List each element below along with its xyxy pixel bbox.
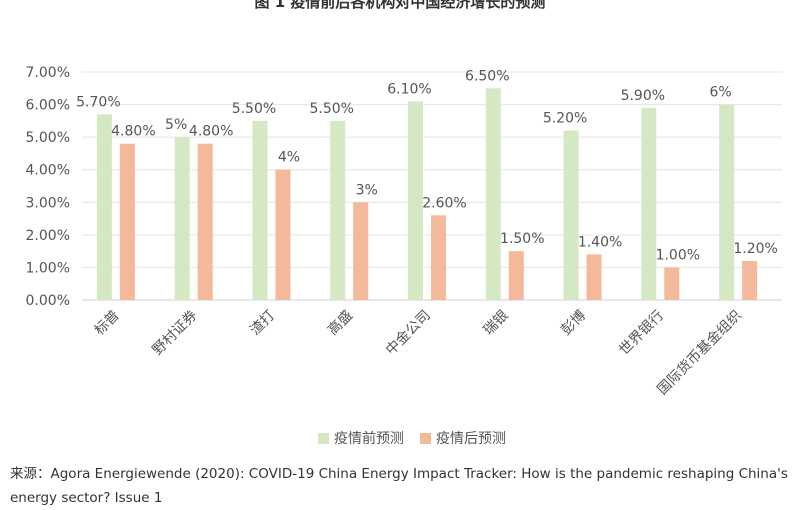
legend-label: 疫情后预测 xyxy=(436,431,506,447)
x-tick-label: 彭博 xyxy=(558,307,590,339)
data-label: 6.10% xyxy=(387,81,431,97)
bar-post-8 xyxy=(742,260,758,300)
bar-pre-5 xyxy=(485,88,501,301)
legend-swatch xyxy=(318,433,329,444)
legend-swatch xyxy=(420,433,431,444)
y-tick-label: 0.00% xyxy=(26,293,70,309)
data-label: 4% xyxy=(278,150,300,166)
data-label: 1.50% xyxy=(500,231,544,247)
x-tick-label: 中金公司 xyxy=(383,308,434,359)
data-label: 4.80% xyxy=(189,124,233,140)
data-label: 1.20% xyxy=(733,241,777,257)
bar-post-4 xyxy=(431,215,446,300)
bar-pre-3 xyxy=(330,120,346,300)
data-label: 6% xyxy=(710,85,732,101)
bar-post-3 xyxy=(353,202,369,300)
data-label: 5.50% xyxy=(309,101,353,117)
data-label: 5.90% xyxy=(621,88,665,104)
data-label: 5.50% xyxy=(232,101,276,117)
bar-pre-7 xyxy=(641,107,657,300)
data-label: 3% xyxy=(356,182,378,198)
y-tick-label: 7.00% xyxy=(26,65,70,81)
data-label: 1.40% xyxy=(578,234,622,250)
y-tick-label: 6.00% xyxy=(26,98,70,114)
bar-post-1 xyxy=(197,143,213,300)
y-tick-label: 2.00% xyxy=(26,228,70,244)
bar-pre-6 xyxy=(563,130,579,300)
x-tick-label: 野村证券 xyxy=(150,308,201,359)
data-label: 5.70% xyxy=(76,94,120,110)
data-label: 5.20% xyxy=(543,111,587,127)
y-tick-label: 3.00% xyxy=(26,195,70,211)
x-tick-label: 瑞银 xyxy=(480,308,511,339)
chart-title: 图 1 疫情前后各机构对中国经济增长的预测 xyxy=(254,0,546,11)
bar-post-5 xyxy=(508,251,524,300)
bar-post-0 xyxy=(119,143,135,300)
bar-pre-4 xyxy=(408,101,423,300)
y-tick-label: 5.00% xyxy=(26,130,70,146)
data-label: 5% xyxy=(165,117,187,133)
data-labels: 5.70%4.80% 5% 4.80%5.50%4%5.50%3%6.10%2.60… xyxy=(76,68,778,263)
legend-label: 疫情前预测 xyxy=(334,430,404,447)
legend: 疫情前预测 疫情后预测 xyxy=(318,430,506,447)
data-label: 1.00% xyxy=(656,247,700,263)
source-note: 来源：Agora Energiewende (2020): COVID-19 C… xyxy=(10,466,788,506)
bar-pre-0 xyxy=(96,114,112,300)
bar-chart: 0.00% 1.00% 2.00% 3.00% 4.00% 5.00% 6.00% 7.00%… xyxy=(26,65,782,447)
bar-post-7 xyxy=(664,267,680,300)
y-axis-tick-labels: 0.00% 1.00% 2.00% 3.00% 4.00% 5.00% 6.00% 7.00% xyxy=(26,65,70,309)
data-label: 6.50% xyxy=(465,68,509,84)
x-tick-label: 国际货币基金组织 xyxy=(654,307,745,398)
x-tick-label: 渣打 xyxy=(246,307,278,339)
bar-pre-1 xyxy=(174,137,190,300)
bar-pre-2 xyxy=(252,120,268,300)
bars xyxy=(96,88,758,301)
x-tick-label: 高盛 xyxy=(324,307,356,339)
x-tick-label: 世界银行 xyxy=(616,308,667,359)
x-tick-label: 标普 xyxy=(92,308,123,339)
y-tick-label: 4.00% xyxy=(26,163,70,179)
data-label: 2.60% xyxy=(422,195,466,211)
bar-post-6 xyxy=(586,254,602,300)
bar-pre-8 xyxy=(719,104,735,300)
bar-post-2 xyxy=(275,169,291,300)
y-tick-label: 1.00% xyxy=(26,260,70,276)
data-label: 4.80% xyxy=(111,124,155,140)
